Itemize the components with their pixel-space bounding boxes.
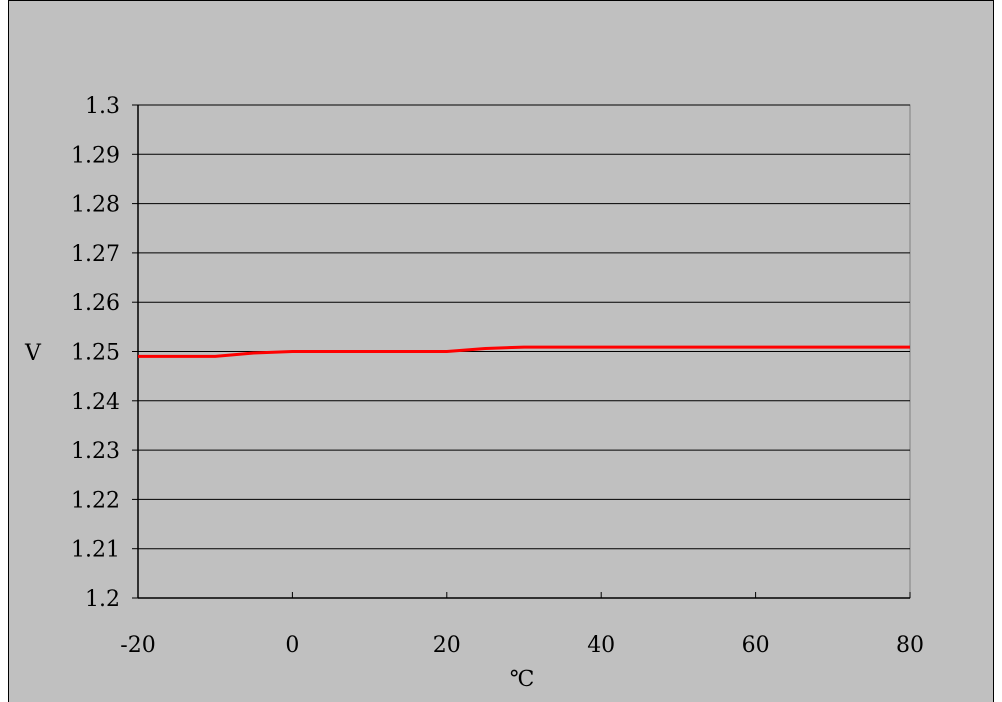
y-axis-title: V <box>24 341 42 366</box>
x-tick-label: 40 <box>587 633 615 658</box>
y-tick-label: 1.2 <box>85 587 120 612</box>
y-tick-label: 1.26 <box>71 291 120 316</box>
y-tick-label: 1.28 <box>71 193 120 218</box>
series-line-0 <box>138 345 910 358</box>
x-tick-label: 60 <box>742 633 770 658</box>
x-tick-label: -20 <box>120 633 155 658</box>
y-tick-label: 1.24 <box>71 390 120 415</box>
x-tick-label: 80 <box>896 633 924 658</box>
series-lines <box>138 345 910 358</box>
x-axis-title: ℃ <box>510 667 535 692</box>
y-axis-ticks: 1.2 1.21 1.22 1.23 1.24 1.25 1.26 1.27 1.28 1.29 1… <box>71 94 138 612</box>
y-tick-label: 1.29 <box>71 143 120 168</box>
y-tick-label: 1.23 <box>71 439 120 464</box>
y-tick-label: 1.22 <box>71 488 120 513</box>
y-tick-label: 1.3 <box>85 94 120 119</box>
y-tick-label: 1.25 <box>71 341 120 366</box>
y-tick-label: 1.21 <box>71 538 120 563</box>
x-tick-label: 0 <box>285 633 299 658</box>
x-tick-label: 20 <box>433 633 461 658</box>
x-axis-ticks: -20 0 20 40 60 80 <box>120 592 924 658</box>
y-tick-label: 1.27 <box>71 242 120 267</box>
